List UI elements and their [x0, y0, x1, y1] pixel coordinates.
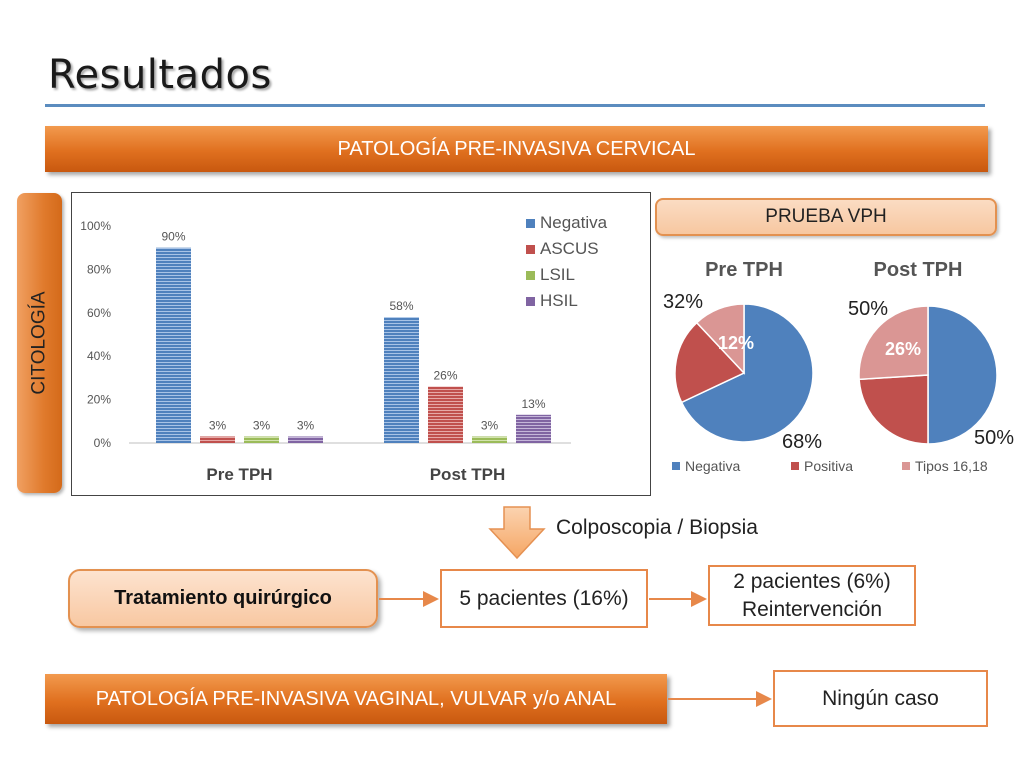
vaginal-banner-label: PATOLOGÍA PRE-INVASIVA VAGINAL, VULVAR y… [95, 687, 617, 710]
bar-data-label: 3% [209, 418, 227, 432]
down-arrow-icon [488, 506, 546, 560]
bar-ascus [200, 436, 235, 443]
legend-label: LSIL [540, 265, 575, 284]
pie-major-label: 68% [782, 431, 822, 453]
pie-legend-swatch [902, 462, 910, 470]
pacientes-box: 5 pacientes (16%) [440, 569, 648, 628]
y-tick-label: 60% [87, 306, 111, 320]
reintervencion-box: 2 pacientes (6%) Reintervención [708, 565, 916, 626]
bar-data-label: 3% [253, 418, 271, 432]
pie-legend-swatch [672, 462, 680, 470]
pacientes-label: 5 pacientes (16%) [459, 586, 629, 610]
y-tick-label: 40% [87, 349, 111, 363]
pie-slice-negativa [680, 303, 814, 443]
vaginal-banner: PATOLOGÍA PRE-INVASIVA VAGINAL, VULVAR y… [45, 674, 667, 724]
pie-inner-label: 12% [718, 333, 754, 353]
bar-hsil [288, 436, 323, 443]
bar-layer: 0% 20% 40% 60% 80% 100% 90% 3% 3% 3% Pre TPH 58% 26%… [80, 213, 607, 484]
legend-label: ASCUS [540, 239, 599, 258]
bar-negativa [384, 317, 419, 443]
pie-outer-label: 32% [663, 291, 703, 313]
cervical-banner-label: PATOLOGÍA PRE-INVASIVA CERVICAL [337, 137, 696, 160]
legend-swatch [526, 297, 535, 306]
pie-slice-negativa [927, 305, 998, 445]
bar-ascus [428, 386, 463, 443]
bar-data-label: 3% [481, 418, 499, 432]
legend-label: Negativa [540, 213, 608, 232]
pie-outer-label: 50% [848, 298, 888, 320]
citologia-label-wrap: CITOLOGÍA [17, 193, 62, 493]
bar-data-label: 58% [389, 299, 413, 313]
x-category-label: Pre TPH [206, 465, 272, 484]
pie-slice-positiva [858, 374, 929, 445]
citologia-bar-chart: 0% 20% 40% 60% 80% 100% 90% 3% 3% 3% Pre TPH 58% 26%… [80, 213, 607, 484]
reintervencion-label: Reintervención [741, 597, 883, 621]
y-tick-label: 80% [87, 262, 111, 276]
pie-slice-positiva [674, 321, 746, 404]
bar-lsil [472, 436, 507, 443]
pie-title: Pre TPH [705, 259, 783, 281]
reintervencion-count: 2 pacientes (6%) [733, 570, 891, 594]
legend-swatch [526, 219, 535, 228]
y-tick-label: 20% [87, 393, 111, 407]
pie-slice-tipos-16-18 [695, 303, 745, 375]
title-underline [45, 104, 985, 107]
citologia-tab [17, 193, 62, 493]
legend-label: HSIL [540, 291, 578, 310]
bar-lsil [244, 436, 279, 443]
bar-negativa [156, 247, 191, 443]
tratamiento-label: Tratamiento quirúrgico [114, 587, 332, 609]
tratamiento-quirurgico-box: Tratamiento quirúrgico [68, 569, 378, 628]
y-tick-label: 0% [94, 436, 112, 450]
ningun-caso-box: Ningún caso [773, 670, 988, 727]
cervical-banner: PATOLOGÍA PRE-INVASIVA CERVICAL [45, 126, 988, 172]
pie-legend-label: Positiva [804, 458, 853, 474]
page-title: Resultados [48, 52, 272, 98]
pie-title: Post TPH [874, 259, 963, 281]
pie-legend-swatch [791, 462, 799, 470]
pie-legend-label: Negativa [685, 458, 740, 474]
citologia-label: CITOLOGÍA [28, 291, 50, 395]
bar-data-label: 90% [161, 230, 185, 244]
prueba-vph-label: PRUEBA VPH [765, 206, 887, 227]
x-category-label: Post TPH [430, 465, 506, 484]
bar-data-label: 13% [521, 397, 545, 411]
prueba-vph-pill: PRUEBA VPH [655, 198, 997, 236]
colposcopia-label: Colposcopia / Biopsia [556, 516, 758, 539]
pie-slice-tipos-16-18 [858, 305, 929, 381]
legend-swatch [526, 271, 535, 280]
ningun-caso-label: Ningún caso [822, 686, 939, 710]
bar-data-label: 26% [433, 369, 457, 383]
bar-data-label: 3% [297, 418, 315, 432]
bar-hsil [516, 414, 551, 443]
pie-major-label: 50% [974, 427, 1014, 449]
pie-legend-label: Tipos 16,18 [915, 458, 988, 474]
pie-inner-label: 26% [885, 339, 921, 359]
y-tick-label: 100% [80, 219, 111, 233]
legend-swatch [526, 245, 535, 254]
